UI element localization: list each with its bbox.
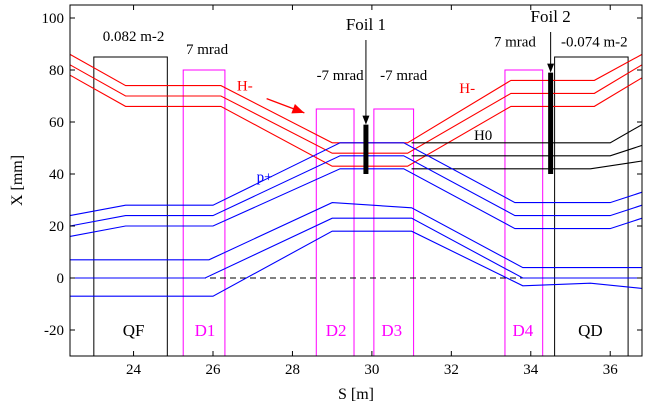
x-tick-label-26: 26 [206, 362, 222, 378]
x-tick-label-24: 24 [126, 362, 142, 378]
trajectory-line-3 [411, 124, 643, 144]
annotations-layer: 0.082 m-2 7 mrad H- -7 mrad -7 mrad p+ H- H0 7 m… [103, 29, 628, 185]
magnet-qf-label: QF [123, 321, 145, 340]
y-tick-label-0: 0 [57, 271, 65, 287]
foil-2-label: Foil 2 [531, 7, 571, 26]
annotation-7: H0 [474, 128, 492, 144]
x-tick-label-36: 36 [603, 362, 619, 378]
magnet-d3-box [373, 108, 415, 357]
magnet-d2-label: D2 [326, 321, 347, 340]
annotation-0: 0.082 m-2 [103, 29, 165, 45]
y-tick-label-40: 40 [49, 167, 64, 183]
magnet-qd-box [554, 56, 629, 357]
annotation-1: 7 mrad [186, 42, 229, 58]
x-tick-label-32: 32 [444, 362, 459, 378]
annotation-2: H- [237, 79, 253, 95]
trajectory-line-5 [411, 160, 643, 170]
x-axis-title: S [m] [338, 386, 374, 403]
trajectory-line-7 [69, 155, 643, 227]
series-layer [69, 53, 643, 297]
y-axis-title: X [mm] [9, 155, 26, 206]
annotation-8: 7 mrad [494, 34, 537, 50]
foil-2-arrow-head [547, 63, 555, 73]
trajectory-line-10 [70, 217, 642, 279]
axes-layer: 24 26 28 30 32 34 36 -20 0 20 40 60 80 100 S [m] X [mm] [9, 4, 643, 403]
annotation-4: -7 mrad [380, 68, 428, 84]
y-tick-label-20: 20 [49, 219, 64, 235]
y-tick-label-100: 100 [42, 11, 65, 27]
annotation-9: -0.074 m-2 [561, 34, 628, 50]
magnet-d4-label: D4 [512, 321, 533, 340]
magnet-d3-label: D3 [381, 321, 402, 340]
annotation-6: H- [459, 81, 475, 97]
magnets-layer: QF D1 D2 D3 D4 QD [93, 56, 629, 357]
foil-1-label: Foil 1 [346, 15, 386, 34]
magnet-qf-box [93, 56, 168, 357]
x-tick-label-30: 30 [364, 362, 379, 378]
y-tick-label--20: -20 [44, 323, 64, 339]
trajectory-line-2 [69, 74, 643, 167]
y-tick-label-60: 60 [49, 115, 64, 131]
annotation-3: -7 mrad [317, 68, 365, 84]
magnet-qd-label: QD [578, 321, 603, 340]
annotation-5: p+ [257, 170, 273, 186]
trajectory-line-11 [70, 230, 643, 297]
h-minus-arrow-head [291, 103, 305, 114]
trajectory-line-8 [69, 168, 643, 237]
foils-layer: Foil 1 Foil 2 [346, 7, 571, 174]
plot-frame [69, 4, 643, 357]
x-tick-label-28: 28 [285, 362, 300, 378]
trajectory-line-6 [69, 142, 643, 217]
trajectory-line-9 [70, 202, 642, 269]
y-tick-label-80: 80 [49, 63, 64, 79]
magnet-d2-box [315, 108, 355, 357]
trajectory-line-4 [411, 144, 643, 157]
x-tick-label-34: 34 [523, 362, 539, 378]
magnet-d1-label: D1 [195, 321, 216, 340]
foil-1-arrow-head [362, 115, 370, 125]
trajectory-line-1 [69, 64, 643, 154]
